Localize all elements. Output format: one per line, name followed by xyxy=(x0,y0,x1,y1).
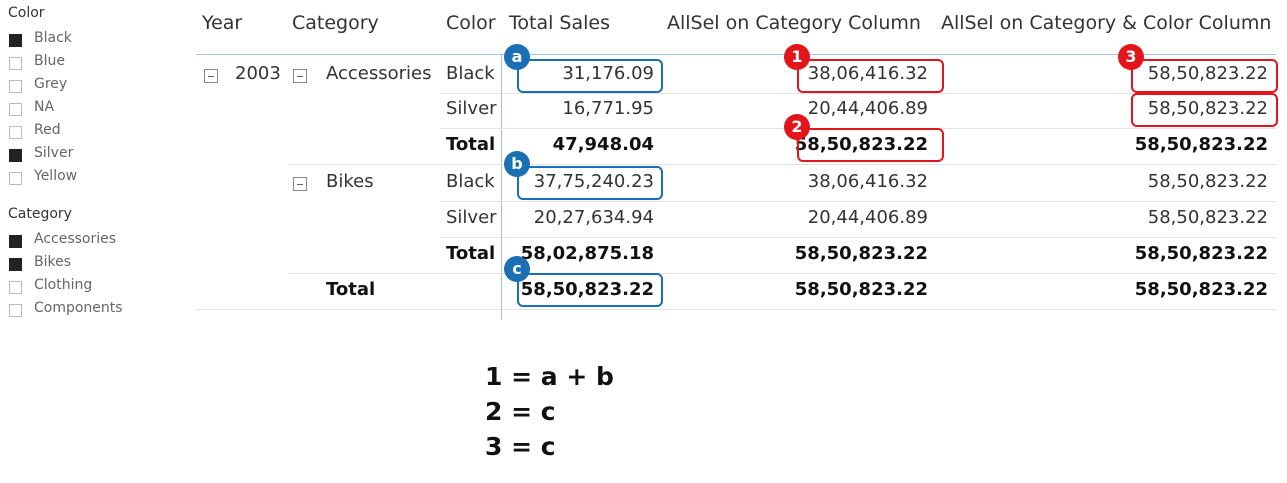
row-line xyxy=(288,164,1276,165)
slicer-item[interactable]: Bikes xyxy=(34,254,72,270)
expand-collapse-icon[interactable] xyxy=(204,69,218,83)
table-cell: 58,50,823.22 xyxy=(794,243,928,264)
checkbox[interactable] xyxy=(9,149,22,162)
row-line xyxy=(440,93,1276,94)
row-line xyxy=(440,201,1276,202)
table-cell: Black xyxy=(446,171,495,192)
checkbox[interactable] xyxy=(9,304,22,317)
slicer-item[interactable]: NA xyxy=(34,99,55,115)
highlight-box xyxy=(517,59,663,93)
table-cell: 58,50,823.22 xyxy=(1134,134,1268,155)
checkbox[interactable] xyxy=(9,235,22,248)
table-cell: 58,50,823.22 xyxy=(520,279,654,300)
table-cell: 58,50,823.22 xyxy=(1147,63,1268,84)
table-cell: 47,948.04 xyxy=(552,134,654,155)
checkbox[interactable] xyxy=(9,172,22,185)
checkbox[interactable] xyxy=(9,258,22,271)
table-cell: Silver xyxy=(446,98,497,119)
column-header[interactable]: AllSel on Category Column xyxy=(667,12,921,34)
table-cell: 58,50,823.22 xyxy=(1134,243,1268,264)
table-cell: Black xyxy=(446,63,495,84)
column-header[interactable]: Color xyxy=(446,12,496,34)
column-header[interactable]: Category xyxy=(292,12,379,34)
table-cell: 20,44,406.89 xyxy=(807,207,928,228)
table-cell: 58,02,875.18 xyxy=(520,243,654,264)
equation: 3 = c xyxy=(485,432,556,461)
slicer-title: Color xyxy=(8,5,45,21)
marker: 1 xyxy=(784,44,810,70)
slicer-item[interactable]: Silver xyxy=(34,145,74,161)
header-line xyxy=(196,54,1276,55)
checkbox[interactable] xyxy=(9,57,22,70)
slicer-item[interactable]: Components xyxy=(34,300,123,316)
row-line xyxy=(196,309,1276,310)
table-cell: Total xyxy=(446,134,496,155)
table-cell: Accessories xyxy=(326,63,432,84)
column-divider xyxy=(501,54,502,320)
row-line xyxy=(440,237,1276,238)
highlight-box xyxy=(1131,93,1278,127)
checkbox[interactable] xyxy=(9,126,22,139)
slicer-item[interactable]: Red xyxy=(34,122,61,138)
minus xyxy=(208,76,214,77)
highlight-box xyxy=(797,59,944,93)
table-cell: 58,50,823.22 xyxy=(794,279,928,300)
marker: a xyxy=(504,44,530,70)
minus xyxy=(297,184,303,185)
slicer-item[interactable]: Accessories xyxy=(34,231,117,247)
column-header[interactable]: AllSel on Category & Color Column xyxy=(941,12,1272,34)
slicer-item[interactable]: Black xyxy=(34,30,72,46)
row-line xyxy=(288,273,1276,274)
checkbox[interactable] xyxy=(9,34,22,47)
table-cell: 31,176.09 xyxy=(562,63,654,84)
minus xyxy=(297,76,303,77)
table-cell: Total xyxy=(446,243,496,264)
checkbox[interactable] xyxy=(9,80,22,93)
highlight-box xyxy=(797,128,944,162)
expand-collapse-icon[interactable] xyxy=(293,69,307,83)
table-cell: 20,27,634.94 xyxy=(533,207,654,228)
table-cell: Bikes xyxy=(326,171,374,192)
table-cell: 38,06,416.32 xyxy=(807,171,928,192)
table-cell: Silver xyxy=(446,207,497,228)
table-cell: Total xyxy=(326,279,376,300)
expand-collapse-icon[interactable] xyxy=(293,177,307,191)
column-header[interactable]: Total Sales xyxy=(509,12,610,34)
table-cell: 2003 xyxy=(235,63,281,84)
slicer-item[interactable]: Grey xyxy=(34,76,68,92)
checkbox[interactable] xyxy=(9,103,22,116)
table-cell: 38,06,416.32 xyxy=(807,63,928,84)
table-cell: 16,771.95 xyxy=(562,98,654,119)
highlight-box xyxy=(517,166,663,200)
slicer-item[interactable]: Yellow xyxy=(34,168,78,184)
table-cell: 58,50,823.22 xyxy=(1147,171,1268,192)
highlight-box xyxy=(517,273,663,307)
equation: 2 = c xyxy=(485,397,556,426)
slicer-item[interactable]: Blue xyxy=(34,53,65,69)
equation: 1 = a + b xyxy=(485,362,614,391)
table-cell: 58,50,823.22 xyxy=(794,134,928,155)
table-cell: 37,75,240.23 xyxy=(533,171,654,192)
marker: 3 xyxy=(1118,44,1144,70)
table-cell: 58,50,823.22 xyxy=(1147,98,1268,119)
slicer-item[interactable]: Clothing xyxy=(34,277,93,293)
table-cell: 58,50,823.22 xyxy=(1134,279,1268,300)
column-header[interactable]: Year xyxy=(202,12,243,34)
marker: 2 xyxy=(784,114,810,140)
highlight-box xyxy=(1131,59,1278,93)
marker: c xyxy=(504,256,530,282)
table-cell: 58,50,823.22 xyxy=(1147,207,1268,228)
slicer-title: Category xyxy=(8,206,72,222)
checkbox[interactable] xyxy=(9,281,22,294)
marker: b xyxy=(504,151,530,177)
table-cell: 20,44,406.89 xyxy=(807,98,928,119)
